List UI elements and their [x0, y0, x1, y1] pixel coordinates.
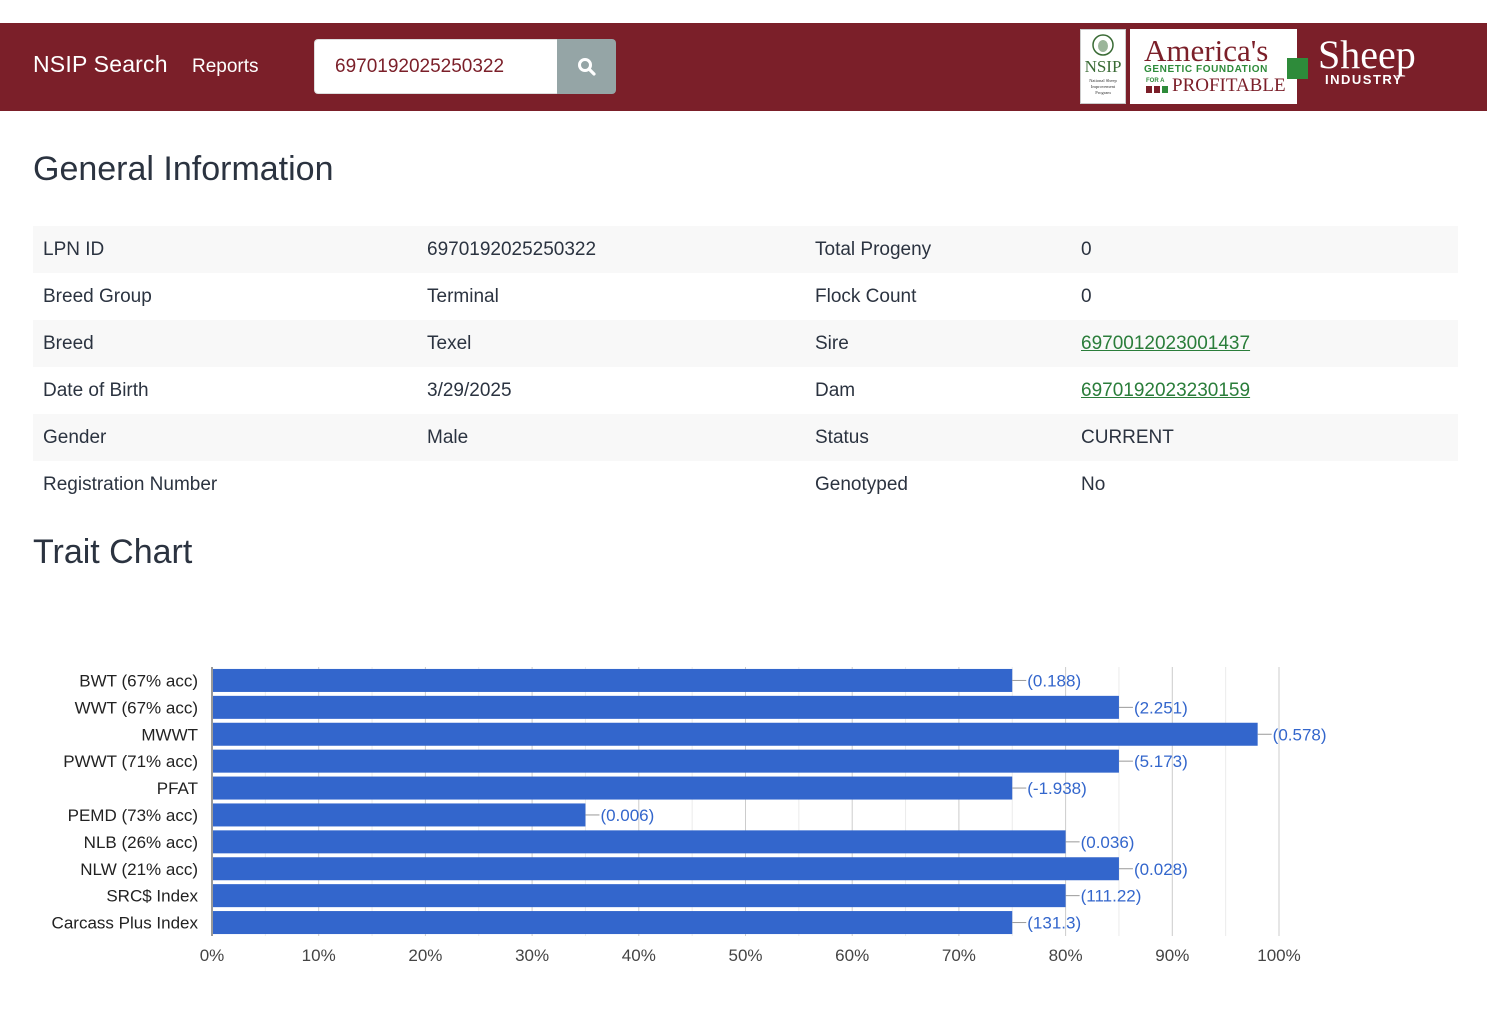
trait-data-label: (0.006) [600, 806, 654, 825]
info-label-cell: LPN ID [33, 226, 417, 273]
pedigree-link[interactable]: 6970012023001437 [1081, 332, 1251, 354]
info-value-cell: 6970192023230159 [1071, 367, 1458, 414]
general-information-heading: General Information [33, 150, 334, 188]
trait-data-label: (0.036) [1081, 833, 1135, 852]
info-value-cell [417, 461, 805, 508]
info-value-cell: 3/29/2025 [427, 379, 512, 401]
sheep-head-icon [1092, 34, 1114, 56]
info-row: LPN ID 6970192025250322 Total Progeny 0 [33, 226, 1458, 273]
trait-bar [213, 830, 1066, 854]
logo-squares-icon [1146, 86, 1168, 93]
trait-data-label: (0.578) [1273, 725, 1327, 744]
trait-category-label: BWT (67% acc) [79, 671, 198, 690]
trait-data-label: (0.188) [1027, 671, 1081, 690]
trait-bar [213, 803, 586, 827]
x-tick-label: 90% [1155, 946, 1189, 965]
info-row: Date of Birth 3/29/2025 Dam 697019202323015… [33, 367, 1458, 414]
brand-link[interactable]: NSIP Search [33, 51, 168, 77]
info-row: Breed Group Terminal Flock Count 0 [33, 273, 1458, 320]
trait-chart-svg: 0% 10% 20% 30% 40% 50% 60% 70% 80% 90% 100% BWT (67… [52, 667, 1327, 965]
info-label-cell: Breed [33, 320, 417, 367]
trait-bar [213, 749, 1119, 773]
nsip-logo: NSIP National Sheep Improvement Program [1080, 29, 1126, 104]
x-tick-label: 30% [515, 946, 549, 965]
search-button[interactable] [557, 39, 616, 94]
nsip-logo-text: NSIP [1084, 57, 1122, 76]
trait-category-label: NLW (21% acc) [80, 860, 198, 879]
info-label-cell: Dam [815, 379, 856, 401]
x-tick-label: 50% [728, 946, 762, 965]
x-tick-label: 40% [622, 946, 656, 965]
navbar: NSIP Search Reports NSIP National Sheep … [0, 23, 1487, 111]
x-tick-label: 60% [835, 946, 869, 965]
info-value-cell: Male [417, 414, 805, 461]
trait-category-label: Carcass Plus Index [52, 914, 199, 933]
trait-chart-heading: Trait Chart [33, 533, 193, 571]
trait-data-label: (-1.938) [1027, 779, 1087, 798]
info-label-cell: Sire [805, 320, 1071, 367]
info-value-cell: 0 [1071, 226, 1458, 273]
logo-for-a: FOR A [1146, 78, 1165, 84]
trait-category-label: PWWT (71% acc) [63, 752, 198, 771]
trait-bar [213, 776, 1013, 800]
info-label-cell: Breed Group [43, 285, 152, 307]
logo-america-title: America's [1144, 33, 1269, 68]
info-row: Registration Number Genotyped No [33, 461, 1458, 508]
info-value-cell: Terminal [427, 285, 499, 307]
info-label-cell: Registration Number [43, 473, 218, 495]
info-label-cell: Status [805, 414, 1071, 461]
info-label-cell: Genotyped [815, 473, 908, 495]
info-value-cell: CURRENT [1071, 414, 1458, 461]
trait-data-label: (131.3) [1027, 914, 1081, 933]
info-label-cell: Gender [33, 414, 417, 461]
trait-data-label: (111.22) [1081, 887, 1142, 906]
info-value-cell: 6970012023001437 [1071, 320, 1458, 367]
logo-profitable: PROFITABLE [1172, 75, 1286, 96]
logo-genetic-foundation: GENETIC FOUNDATION [1144, 64, 1268, 75]
trait-bar [213, 668, 1013, 692]
info-value-cell: 0 [1081, 285, 1092, 307]
info-label-cell: Total Progeny [805, 226, 1071, 273]
info-row: Gender Male Status CURRENT [33, 414, 1458, 461]
trait-data-label: (2.251) [1134, 698, 1188, 717]
x-tick-label: 20% [408, 946, 442, 965]
x-tick-label: 0% [200, 946, 225, 965]
trait-data-label: (5.173) [1134, 752, 1188, 771]
info-label-cell: Flock Count [815, 285, 917, 307]
general-info-table: LPN ID 6970192025250322 Total Progeny 0 Bree… [33, 226, 1458, 508]
search-icon [577, 57, 596, 76]
trait-bar [213, 884, 1066, 908]
x-tick-label: 10% [302, 946, 336, 965]
trait-category-label: NLB (26% acc) [84, 833, 198, 852]
green-square-icon [1287, 58, 1308, 79]
trait-category-label: SRC$ Index [106, 887, 198, 906]
trait-bar [213, 695, 1119, 719]
reports-link[interactable]: Reports [192, 56, 259, 77]
trait-category-label: PEMD (73% acc) [68, 806, 198, 825]
info-row: Breed Texel Sire 6970012023001437 [33, 320, 1458, 367]
info-value-cell: No [1081, 473, 1106, 495]
logo-industry: INDUSTRY [1325, 72, 1403, 87]
trait-bar [213, 911, 1013, 935]
trait-chart: 0% 10% 20% 30% 40% 50% 60% 70% 80% 90% 100% BWT (67… [0, 655, 1487, 975]
pedigree-link[interactable]: 6970192023230159 [1081, 379, 1251, 401]
x-tick-label: 100% [1257, 946, 1300, 965]
search-input[interactable] [314, 39, 557, 94]
trait-category-label: PFAT [157, 779, 198, 798]
nsip-logo-subtext: National Sheep Improvement Program [1089, 78, 1117, 95]
info-value-cell: Texel [417, 320, 805, 367]
trait-bar [213, 722, 1258, 746]
info-label-cell: Date of Birth [43, 379, 149, 401]
info-value-cell: 6970192025250322 [417, 226, 805, 273]
trait-category-label: MWWT [141, 725, 198, 744]
trait-data-label: (0.028) [1134, 860, 1188, 879]
x-tick-label: 70% [942, 946, 976, 965]
x-tick-label: 80% [1049, 946, 1083, 965]
logo-sheep-title: Sheep [1318, 32, 1416, 77]
americas-genetic-foundation-logo: America's GENETIC FOUNDATION FOR A PROFI… [1130, 29, 1297, 104]
trait-category-label: WWT (67% acc) [75, 698, 198, 717]
trait-bar [213, 857, 1119, 881]
